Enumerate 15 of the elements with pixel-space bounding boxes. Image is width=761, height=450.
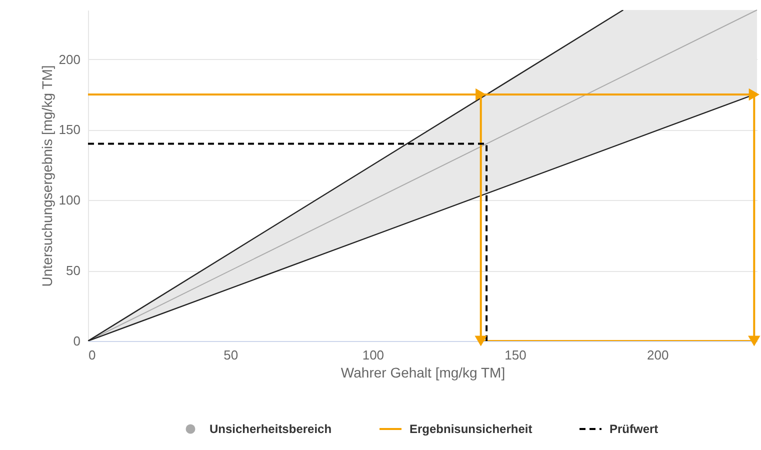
legend-label: Prüfwert bbox=[610, 422, 658, 436]
x-tick-label: 150 bbox=[504, 348, 526, 362]
x-tick-label: 100 bbox=[362, 348, 384, 362]
y-tick-label: 50 bbox=[66, 263, 80, 278]
y-tick-label: 0 bbox=[73, 334, 80, 348]
x-tick-label: 0 bbox=[88, 348, 96, 362]
y-tick-label: 100 bbox=[58, 192, 80, 208]
legend-label: Ergebnisunsicherheit bbox=[410, 422, 532, 436]
x-axis-title: Wahrer Gehalt [mg/kg TM] bbox=[340, 364, 506, 380]
x-tick-label: 50 bbox=[224, 348, 238, 362]
y-tick-label: 200 bbox=[58, 52, 80, 67]
y-axis-title: Untersuchungsergebnis [mg/kg TM] bbox=[38, 65, 55, 287]
x-tick-label: 200 bbox=[647, 348, 669, 362]
y-tick-label: 150 bbox=[58, 122, 80, 138]
legend-label: Unsicherheitsbereich bbox=[210, 422, 332, 436]
